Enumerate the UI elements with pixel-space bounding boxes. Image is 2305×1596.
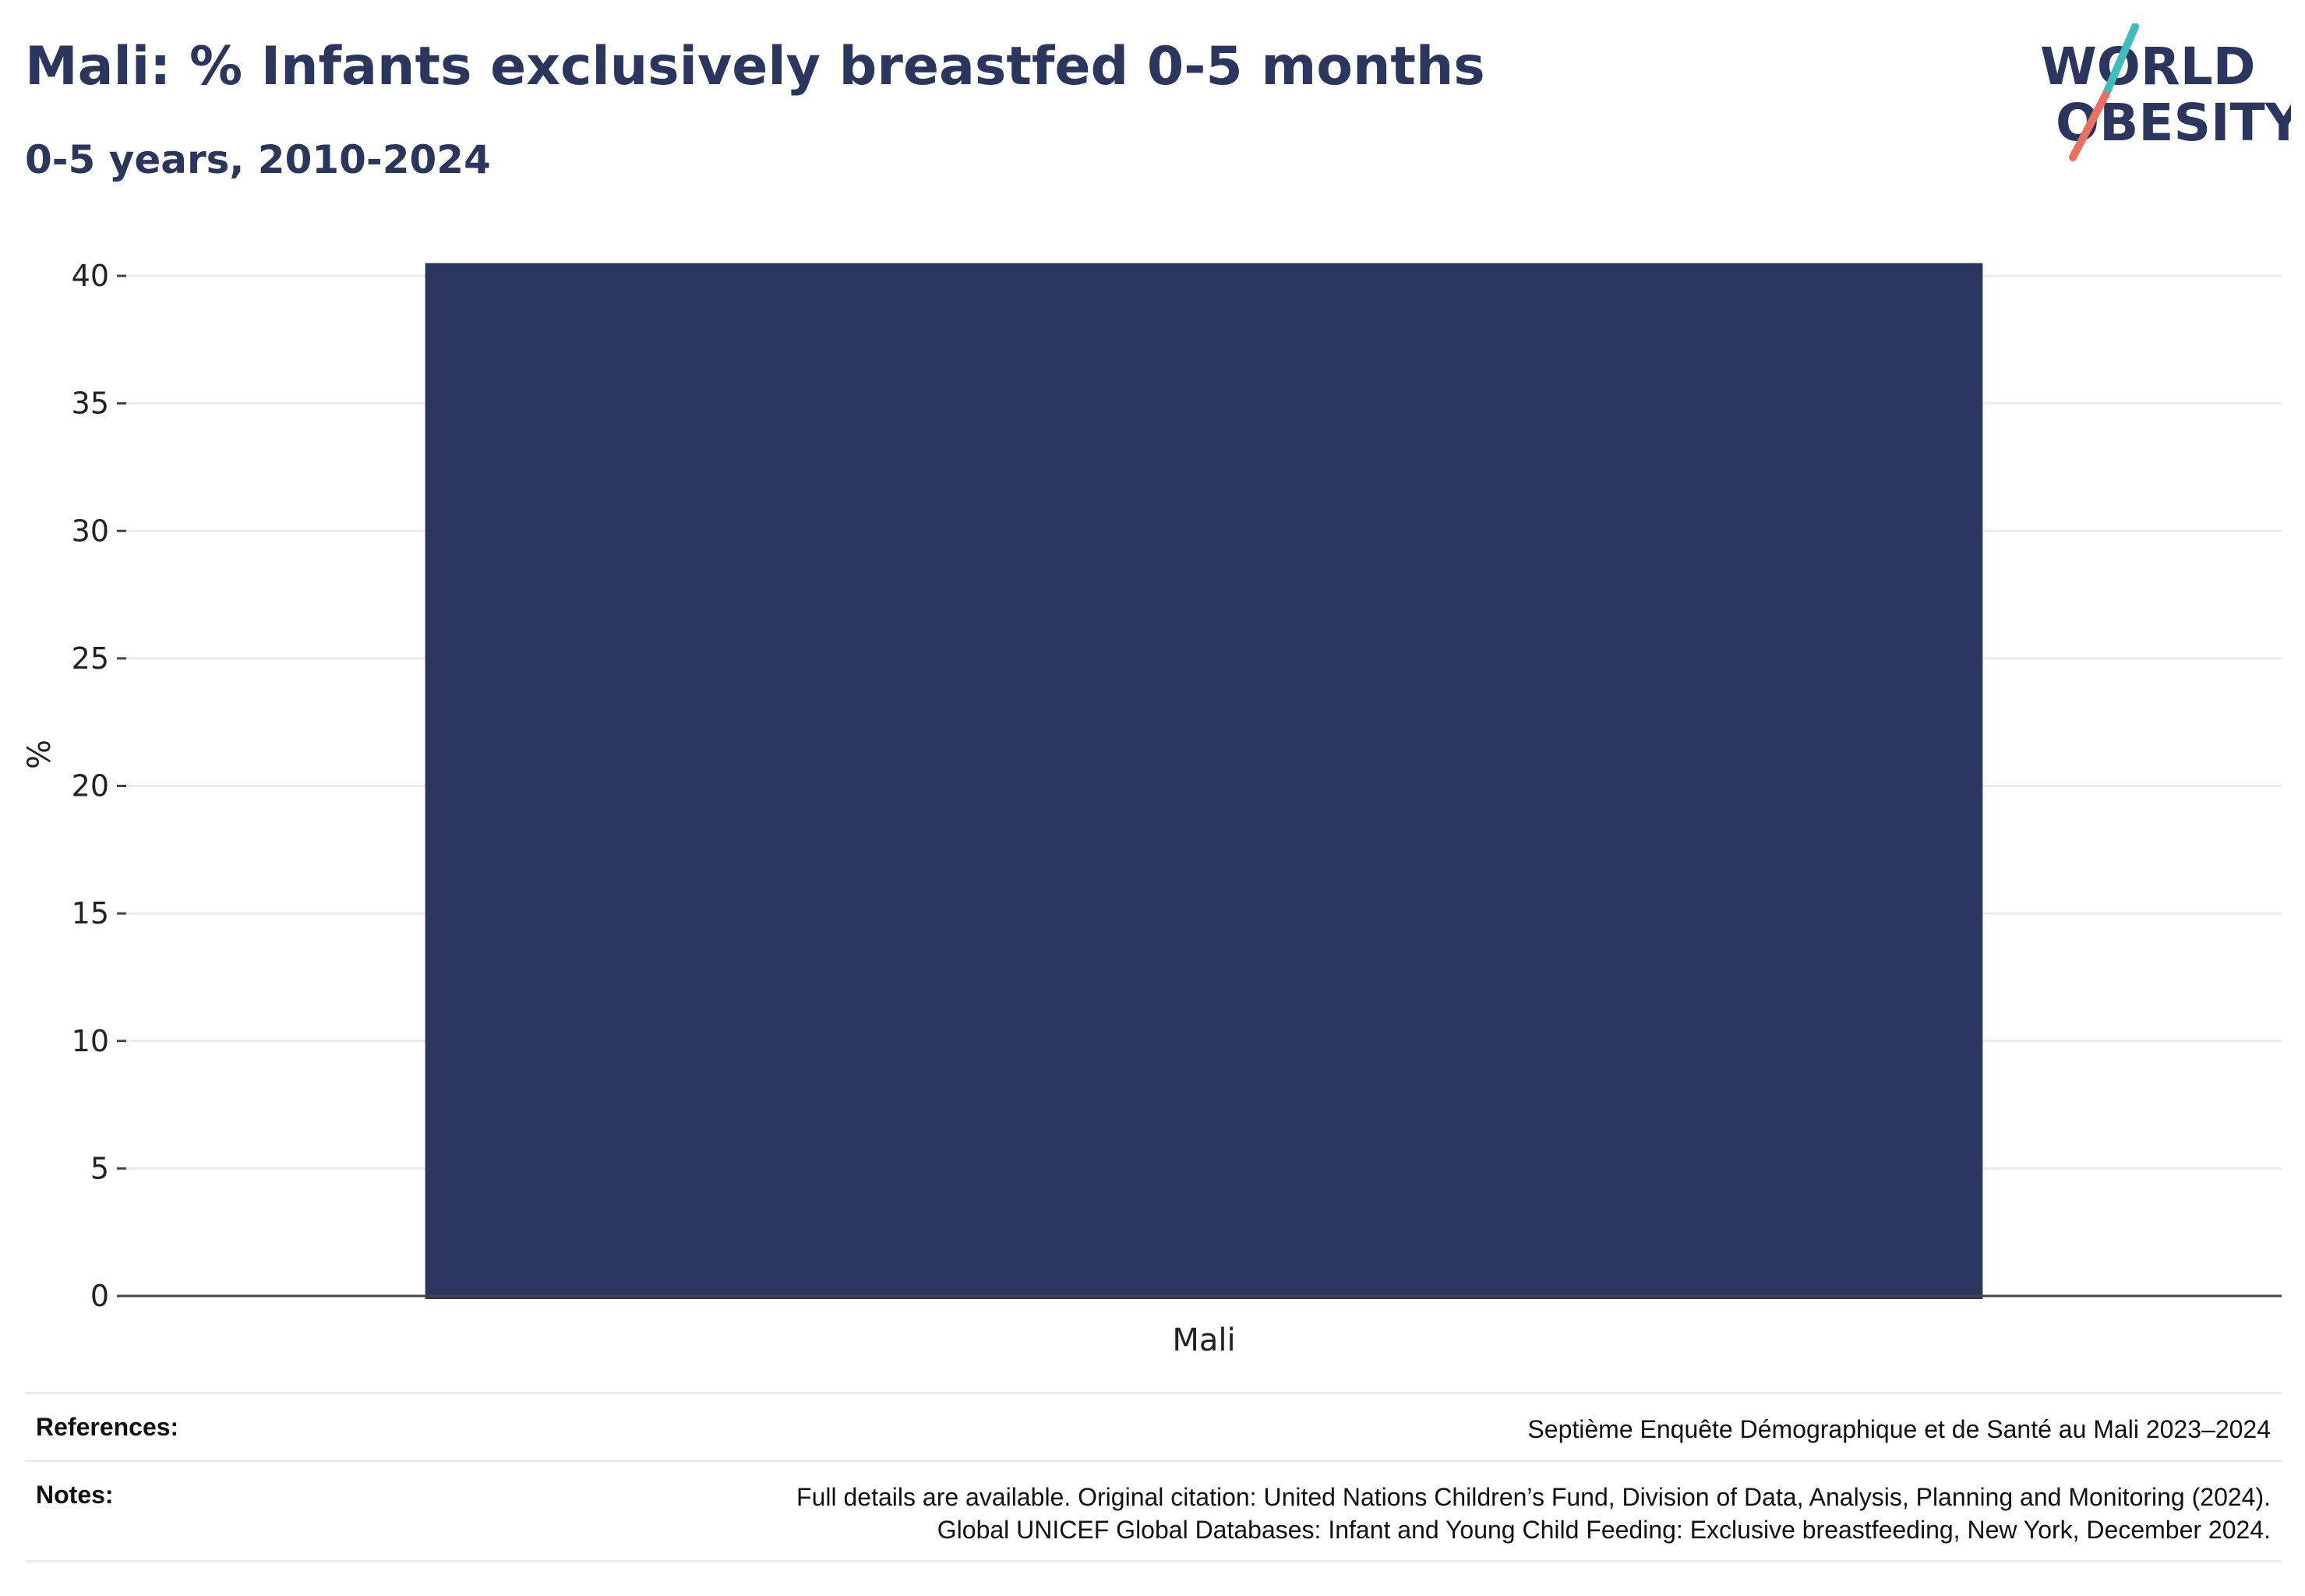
bar-chart: 0 5 10 15 20 25 30 35 40 Mali % xyxy=(22,259,2282,1358)
axes: 0 5 10 15 20 25 30 35 40 Mali xyxy=(72,259,2282,1358)
references-row: References: Septième Enquête Démographiq… xyxy=(25,1392,2282,1460)
x-tick-label: Mali xyxy=(1172,1322,1235,1358)
y-tick-label: 15 xyxy=(72,896,109,930)
notes-label: Notes: xyxy=(36,1481,114,1509)
y-tick-label: 10 xyxy=(72,1024,109,1058)
y-tick-label: 35 xyxy=(72,387,109,421)
y-tick-label: 40 xyxy=(72,259,109,293)
y-axis-label: % xyxy=(22,740,58,769)
y-tick-label: 0 xyxy=(90,1279,109,1313)
references-value: Septième Enquête Démographique et de San… xyxy=(1527,1415,2271,1443)
notes-line-1: Full details are available. Original cit… xyxy=(796,1483,2271,1511)
y-tick-label: 20 xyxy=(72,769,109,803)
chart-title: Mali: % Infants exclusively breastfed 0-… xyxy=(25,36,1485,97)
notes-line-2: Global UNICEF Global Databases: Infant a… xyxy=(937,1516,2271,1544)
notes-row: Notes: Full details are available. Origi… xyxy=(25,1460,2282,1562)
bar-mali xyxy=(425,263,1983,1300)
chart-footer: References: Septième Enquête Démographiq… xyxy=(25,1392,2282,1562)
y-tick-label: 25 xyxy=(72,641,109,676)
y-tick-label: 5 xyxy=(90,1151,109,1185)
bars xyxy=(425,263,1983,1300)
references-label: References: xyxy=(36,1413,179,1441)
logo-slash-bottom xyxy=(2069,91,2109,161)
notes-value: Full details are available. Original cit… xyxy=(796,1481,2271,1546)
logo-text-world: WORLD xyxy=(2040,37,2256,97)
logo-slash-top xyxy=(2102,23,2139,99)
world-obesity-logo: WORLD OBESITY xyxy=(2040,23,2291,161)
chart-subtitle: 0-5 years, 2010-2024 xyxy=(25,137,491,182)
y-tick-label: 30 xyxy=(72,514,109,548)
